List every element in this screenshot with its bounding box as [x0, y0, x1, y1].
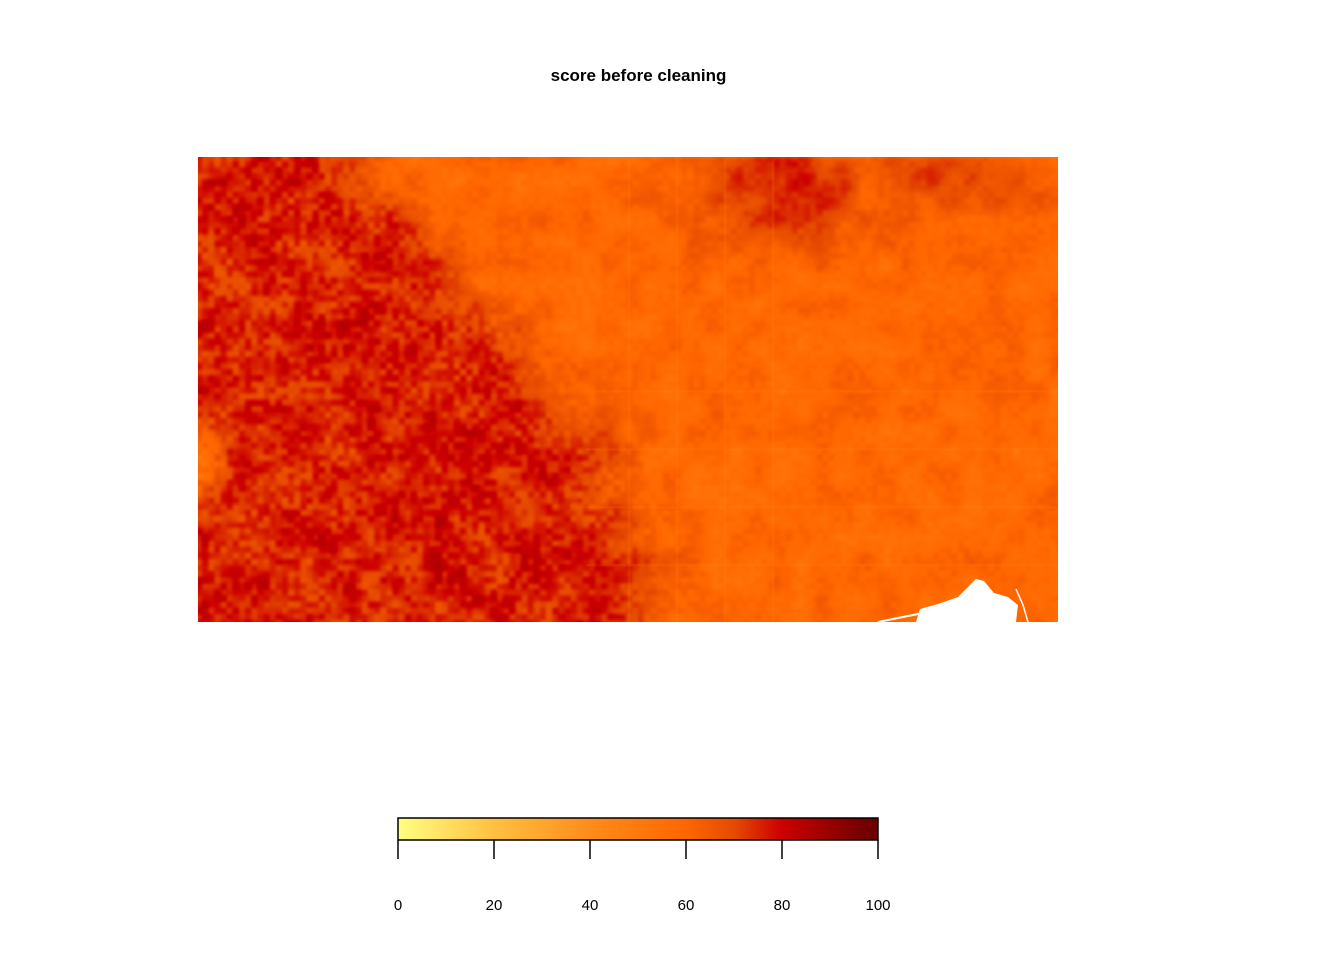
legend-tick-label: 40 — [582, 897, 599, 914]
shoreline-line — [1015, 588, 1029, 622]
raster-overlay — [877, 579, 1029, 622]
shoreline-line — [877, 598, 969, 622]
score-raster — [198, 157, 1058, 622]
legend-tick-label: 100 — [865, 897, 890, 914]
legend-color-bar — [397, 817, 879, 841]
nodata-lake-region — [916, 579, 1018, 622]
legend-tick-label: 60 — [678, 897, 695, 914]
chart-title: score before cleaning — [550, 66, 727, 85]
legend-tick-label: 0 — [394, 897, 402, 914]
raster-plot-area — [198, 157, 1058, 622]
legend-tick-label: 80 — [774, 897, 791, 914]
legend-tick-label: 20 — [486, 897, 503, 914]
